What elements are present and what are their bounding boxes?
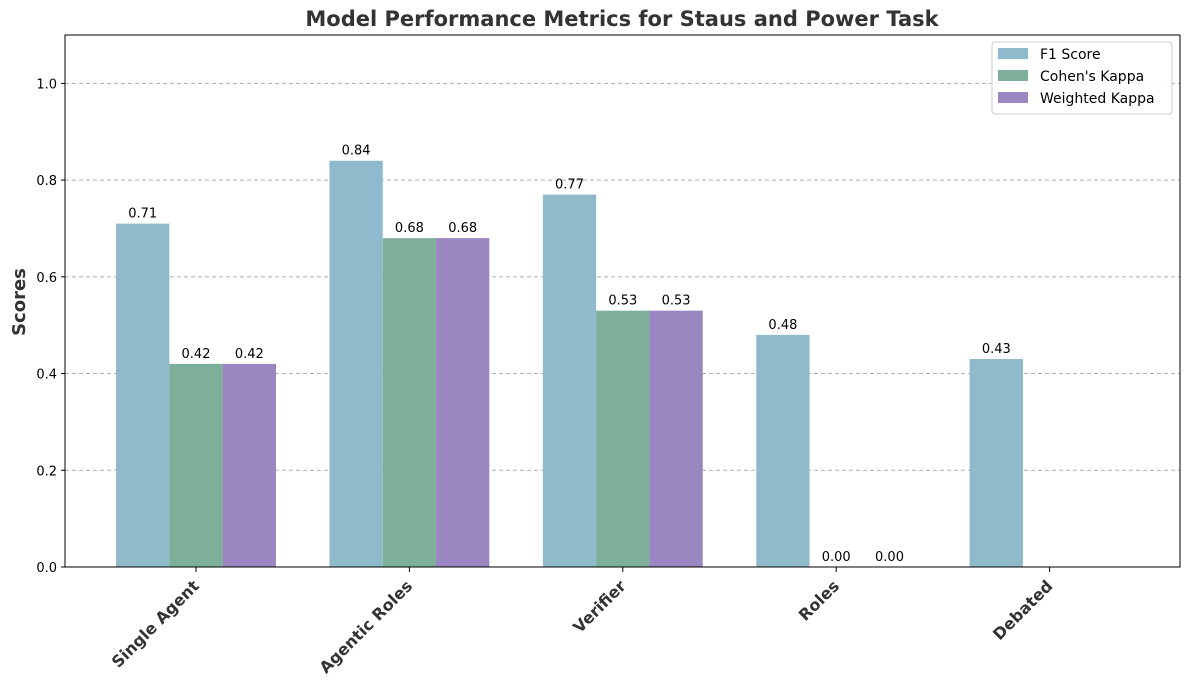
- bar: [596, 310, 650, 567]
- data-label: 0.42: [182, 347, 211, 362]
- legend-swatch: [998, 70, 1028, 81]
- data-label: 0.00: [875, 550, 904, 565]
- data-label: 0.53: [662, 294, 691, 309]
- bar: [222, 363, 276, 567]
- x-axis-ticks: Single Agent Agentic Roles Verifier Roles De…: [108, 567, 1056, 677]
- data-label: 0.43: [982, 342, 1011, 357]
- legend-swatch: [998, 92, 1028, 103]
- bar: [329, 160, 383, 567]
- legend-label: Cohen's Kappa: [1040, 69, 1144, 85]
- bar: [756, 334, 810, 567]
- y-tick-label: 0.8: [36, 174, 57, 189]
- legend-label: F1 Score: [1040, 47, 1101, 63]
- bar: [169, 363, 223, 567]
- bar: [382, 238, 437, 568]
- bar: [649, 310, 703, 567]
- bars: [116, 160, 1023, 568]
- y-tick-label: 0.6: [36, 271, 57, 286]
- y-tick-label: 0.4: [36, 368, 57, 383]
- legend: F1 Score Cohen's Kappa Weighted Kappa: [991, 41, 1173, 115]
- x-tick-label: Debated: [989, 576, 1056, 643]
- data-label: 0.53: [608, 294, 637, 309]
- data-label: 0.77: [555, 178, 584, 193]
- y-tick-label: 1.0: [36, 77, 57, 92]
- bar: [116, 223, 170, 568]
- data-labels: 0.71 0.42 0.42 0.84 0.68 0.68 0.77 0.53 0.53 0.48…: [128, 144, 1011, 565]
- legend-frame: [991, 41, 1173, 115]
- x-tick-label: Agentic Roles: [316, 576, 417, 677]
- y-tick-label: 0.2: [36, 464, 57, 479]
- data-label: 0.68: [448, 221, 477, 236]
- bar: [436, 238, 490, 568]
- bar: [969, 359, 1023, 567]
- legend-label: Weighted Kappa: [1040, 91, 1155, 107]
- bar: [542, 194, 597, 567]
- data-label: 0.42: [235, 347, 264, 362]
- y-axis-ticks: 0.0 0.2 0.4 0.6 0.8 1.0: [36, 77, 65, 576]
- legend-swatch: [998, 48, 1028, 59]
- data-label: 0.71: [128, 207, 157, 222]
- data-label: 0.00: [822, 550, 851, 565]
- chart-title: Model Performance Metrics for Staus and …: [305, 7, 939, 31]
- y-axis-label: Scores: [9, 268, 30, 336]
- x-tick-label: Single Agent: [108, 576, 203, 671]
- x-tick-label: Roles: [795, 576, 843, 624]
- x-tick-label: Verifier: [569, 576, 629, 636]
- y-tick-label: 0.0: [36, 561, 57, 576]
- data-label: 0.68: [395, 221, 424, 236]
- data-label: 0.48: [768, 318, 797, 333]
- data-label: 0.84: [342, 144, 371, 159]
